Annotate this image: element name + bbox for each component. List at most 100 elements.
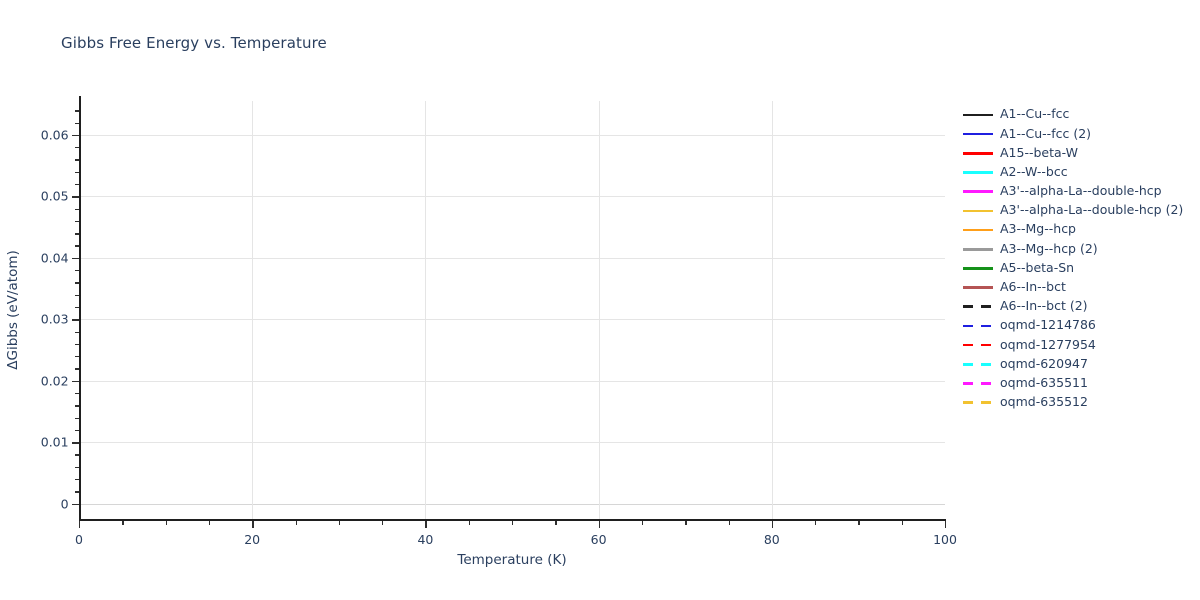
y-axis-tick-minor	[75, 294, 79, 297]
legend-color-swatch	[963, 128, 993, 140]
y-axis-tick-minor	[75, 110, 79, 112]
legend-item-label: A6--In--bct (2)	[1000, 298, 1088, 314]
legend-item[interactable]: A3'--alpha-La--double-hcp (2)	[963, 201, 1193, 220]
legend-item[interactable]: oqmd-635512	[963, 393, 1193, 412]
legend-item-label: oqmd-1214786	[1000, 317, 1096, 333]
legend-item[interactable]: A2--W--bcc	[963, 163, 1193, 182]
y-axis-tick-minor	[75, 405, 79, 407]
y-axis-tick-minor	[75, 220, 79, 223]
x-axis-tick-minor	[512, 520, 514, 525]
legend-color-swatch	[963, 339, 993, 351]
y-axis-tick-minor	[75, 122, 79, 124]
legend-color-swatch	[963, 320, 993, 332]
legend-dash-segment	[963, 382, 973, 385]
legend-item[interactable]: oqmd-1277954	[963, 335, 1193, 354]
legend-line-segment	[963, 171, 993, 174]
legend-dash-segment	[963, 305, 973, 309]
y-axis-tick-label: 0.05	[40, 188, 69, 204]
x-axis-tick-minor	[901, 520, 904, 525]
legend-item[interactable]: oqmd-635511	[963, 374, 1193, 393]
y-axis-tick-minor	[75, 356, 79, 358]
plot-area	[79, 101, 945, 519]
legend-color-swatch	[963, 205, 993, 217]
legend-dash-segment	[981, 401, 991, 404]
y-axis-tick-minor	[75, 368, 79, 370]
legend-item[interactable]: oqmd-620947	[963, 354, 1193, 373]
y-axis-tick-major	[72, 196, 79, 198]
legend-item[interactable]: A1--Cu--fcc	[963, 105, 1193, 124]
x-axis-tick-minor	[295, 520, 297, 525]
y-axis-tick-major	[72, 503, 79, 506]
x-axis-tick-label: 40	[417, 532, 434, 547]
y-axis-tick-minor	[75, 454, 79, 456]
y-axis-tick-minor	[75, 392, 79, 395]
legend-item[interactable]: oqmd-1214786	[963, 316, 1193, 335]
legend-item[interactable]: A6--In--bct (2)	[963, 297, 1193, 316]
legend-dash-segment	[981, 305, 991, 309]
y-axis-title: ΔGibbs (eV/atom)	[5, 250, 21, 370]
x-axis-tick-minor	[641, 520, 644, 525]
x-axis-tick-label: 20	[244, 532, 261, 547]
legend-item[interactable]: A3'--alpha-La--double-hcp	[963, 182, 1193, 201]
legend-item-label: A15--beta-W	[1000, 144, 1079, 160]
legend-color-swatch	[963, 281, 993, 293]
legend-item[interactable]: A1--Cu--fcc (2)	[963, 124, 1193, 143]
legend-color-swatch	[963, 185, 993, 197]
y-axis-tick-major	[72, 134, 79, 137]
x-axis-tick-label: 80	[763, 532, 780, 547]
x-axis-tick-minor	[468, 520, 471, 525]
x-axis-tick-minor	[685, 520, 687, 525]
y-axis-tick-label: 0	[60, 496, 69, 512]
x-axis-tick-minor	[165, 520, 167, 525]
legend-item[interactable]: A3--Mg--hcp (2)	[963, 239, 1193, 258]
legend-item-label: A1--Cu--fcc (2)	[1000, 125, 1092, 141]
legend-dash-segment	[963, 343, 973, 347]
x-axis-tick-major	[79, 520, 81, 528]
gridline-horizontal	[79, 134, 945, 136]
legend-item-label: A3'--alpha-La--double-hcp	[1000, 183, 1162, 199]
legend-color-swatch	[963, 224, 993, 236]
legend-color-swatch	[963, 377, 993, 389]
x-axis-tick-minor	[815, 520, 817, 525]
page-title: Gibbs Free Energy vs. Temperature	[61, 34, 327, 52]
y-axis-tick-major	[72, 319, 79, 321]
gridline-vertical	[425, 101, 427, 519]
legend-color-swatch	[963, 166, 993, 178]
legend-line-segment	[963, 247, 993, 251]
y-axis-tick-minor	[75, 270, 79, 272]
x-axis-tick-major	[425, 520, 427, 528]
y-axis-tick-label: 0.06	[40, 127, 69, 143]
legend-dash-segment	[963, 324, 973, 328]
legend-color-swatch	[963, 262, 993, 274]
y-axis-tick-minor	[75, 208, 79, 210]
legend-item-label: A1--Cu--fcc	[1000, 106, 1070, 122]
y-axis-tick-minor	[75, 183, 79, 186]
x-axis-tick-minor	[208, 520, 211, 525]
legend-color-swatch	[963, 109, 993, 121]
legend-color-swatch	[963, 358, 993, 370]
y-axis-tick-minor	[75, 147, 79, 149]
legend-item-label: oqmd-635512	[1000, 394, 1088, 410]
legend-item[interactable]: A3--Mg--hcp	[963, 220, 1193, 239]
y-axis-tick-label: 0.01	[40, 434, 69, 450]
x-axis-tick-minor	[338, 520, 341, 525]
legend-item[interactable]: A15--beta-W	[963, 143, 1193, 162]
gridline-horizontal	[79, 257, 945, 259]
y-axis-tick-label: 0.03	[40, 311, 69, 327]
x-axis-tick-minor	[858, 520, 860, 525]
legend-color-swatch	[963, 243, 993, 255]
legend-item-label: A3--Mg--hcp (2)	[1000, 240, 1098, 256]
legend-dash-segment	[981, 363, 991, 366]
y-axis-tick-label: 0.04	[40, 250, 69, 266]
y-axis-tick-minor	[75, 233, 79, 235]
y-axis-tick-minor	[75, 479, 79, 481]
y-axis-tick-minor	[75, 159, 79, 161]
legend-line-segment	[963, 190, 993, 193]
y-axis-tick-minor	[75, 466, 79, 469]
legend-dash-segment	[981, 343, 991, 347]
legend-item[interactable]: A5--beta-Sn	[963, 259, 1193, 278]
legend-item[interactable]: A6--In--bct	[963, 278, 1193, 297]
x-axis-tick-minor	[122, 520, 124, 525]
legend-dash-segment	[981, 324, 991, 328]
x-axis-tick-major	[771, 520, 774, 528]
